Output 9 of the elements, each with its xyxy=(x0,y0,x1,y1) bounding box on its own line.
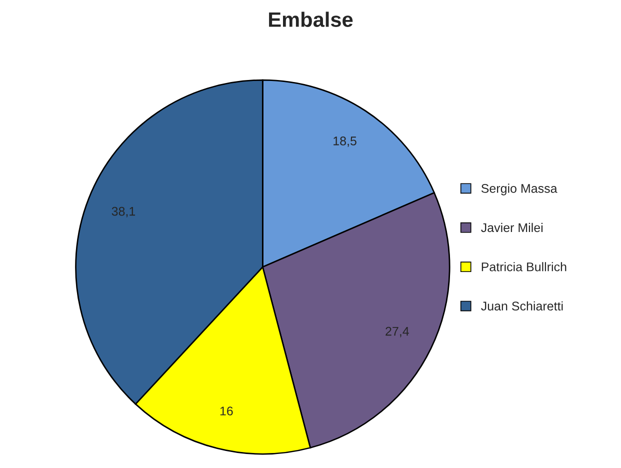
chart-title: Embalse xyxy=(269,12,353,28)
legend-label: Juan Schiaretti xyxy=(481,301,563,311)
data-label: 16 xyxy=(220,406,233,416)
data-label: 18,5 xyxy=(334,136,356,147)
legend-label: Patricia Bullrich xyxy=(482,262,566,272)
legend-label: Sergio Massa xyxy=(481,184,558,196)
legend-label: Javier Milei xyxy=(481,222,543,232)
data-label: 38,1 xyxy=(112,206,136,218)
data-label: 27,4 xyxy=(386,326,409,338)
